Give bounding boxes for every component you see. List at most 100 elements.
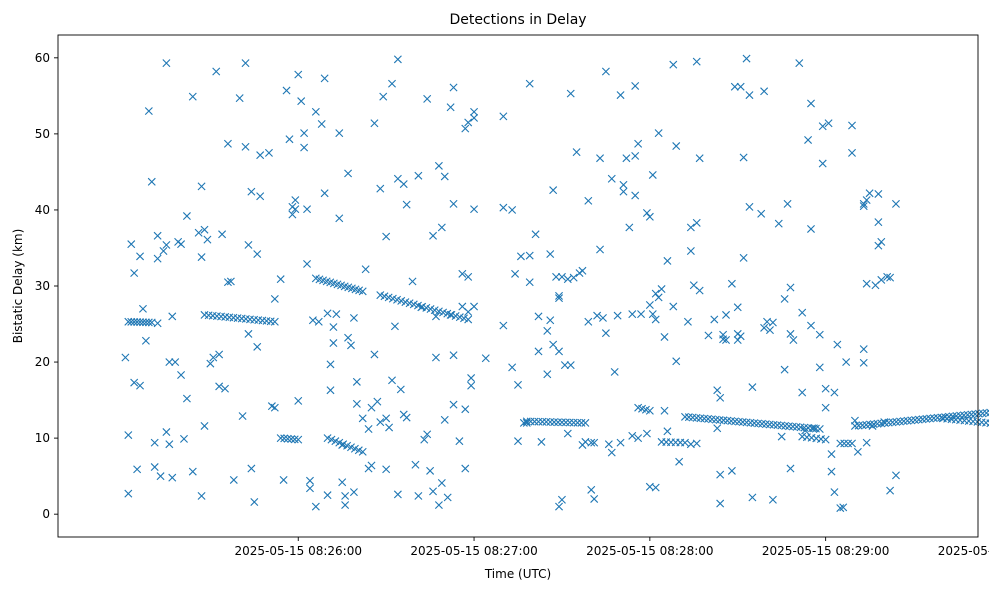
data-point — [393, 490, 402, 499]
data-point — [349, 313, 358, 322]
data-point — [303, 259, 312, 268]
data-point — [361, 265, 370, 274]
data-point — [320, 74, 329, 83]
data-point — [557, 272, 566, 281]
data-point — [446, 103, 455, 112]
data-point — [382, 414, 391, 423]
data-point — [402, 200, 411, 209]
data-point — [573, 418, 582, 427]
data-point — [610, 367, 619, 376]
data-point — [429, 487, 438, 496]
data-point — [862, 438, 871, 447]
data-point — [429, 231, 438, 240]
data-point — [150, 438, 159, 447]
data-point — [270, 317, 279, 326]
data-point — [373, 397, 382, 406]
data-point — [519, 418, 528, 427]
data-point — [788, 422, 797, 431]
data-point — [335, 214, 344, 223]
data-point — [431, 312, 440, 321]
data-point — [332, 310, 341, 319]
data-point — [642, 429, 651, 438]
data-point — [215, 382, 224, 391]
data-point — [587, 485, 596, 494]
data-point — [619, 180, 628, 189]
data-point — [467, 381, 476, 390]
data-point — [593, 311, 602, 320]
data-point — [675, 457, 684, 466]
data-point — [470, 107, 479, 116]
data-point — [347, 341, 355, 350]
data-point — [645, 301, 654, 310]
data-point — [859, 358, 868, 367]
data-point — [631, 81, 640, 90]
data-point — [344, 169, 353, 178]
data-point — [622, 154, 631, 163]
y-axis-label: Bistatic Delay (km) — [11, 229, 25, 344]
data-point — [695, 286, 704, 295]
data-point — [382, 465, 391, 474]
data-point — [731, 417, 740, 426]
data-point — [804, 135, 813, 144]
data-point — [555, 294, 564, 303]
data-point — [692, 413, 701, 422]
data-point — [795, 59, 804, 68]
data-point — [754, 419, 763, 428]
y-tick-label: 30 — [35, 279, 50, 293]
data-point — [865, 420, 874, 429]
data-point — [138, 304, 147, 313]
data-point — [596, 245, 605, 254]
data-point — [850, 416, 859, 425]
y-tick-label: 40 — [35, 203, 50, 217]
data-point — [760, 323, 769, 332]
data-point — [566, 89, 575, 98]
data-point — [455, 437, 464, 446]
x-tick-label: 2025-05-15 08:27:00 — [410, 544, 537, 558]
data-point — [177, 240, 186, 249]
data-point — [197, 253, 206, 262]
data-point — [555, 502, 564, 511]
data-point — [651, 315, 660, 324]
data-point — [713, 386, 722, 395]
data-point — [557, 418, 566, 427]
data-point — [713, 424, 722, 433]
data-point — [572, 148, 581, 157]
data-point — [587, 438, 596, 447]
data-point — [631, 151, 640, 160]
data-point — [986, 408, 989, 417]
data-point — [218, 230, 227, 239]
data-point — [695, 154, 704, 163]
data-point — [727, 417, 736, 425]
data-point — [159, 247, 168, 256]
data-point — [379, 92, 388, 101]
data-point — [569, 273, 578, 282]
data-point — [929, 414, 938, 423]
data-point — [244, 240, 253, 249]
data-point — [683, 317, 692, 326]
data-point — [914, 415, 923, 424]
data-point — [681, 412, 689, 421]
data-point — [781, 421, 790, 430]
data-point — [376, 184, 385, 193]
data-point — [303, 205, 312, 214]
data-point — [133, 318, 142, 327]
data-point — [830, 388, 839, 397]
data-point — [853, 447, 862, 456]
data-point — [223, 278, 232, 287]
data-point — [715, 415, 724, 424]
data-point — [760, 87, 769, 96]
data-point — [153, 231, 162, 240]
data-point — [663, 256, 672, 265]
data-point — [352, 399, 361, 408]
data-point — [786, 283, 795, 292]
data-point — [569, 418, 578, 427]
data-point — [341, 491, 350, 500]
data-point — [874, 189, 883, 198]
data-point — [177, 371, 186, 379]
data-point — [780, 365, 789, 374]
data-point — [711, 415, 720, 424]
data-point — [235, 94, 244, 103]
data-point — [651, 289, 660, 298]
data-point — [349, 488, 358, 497]
y-axis-ticks: 0 10 20 30 40 50 60 — [35, 51, 58, 521]
